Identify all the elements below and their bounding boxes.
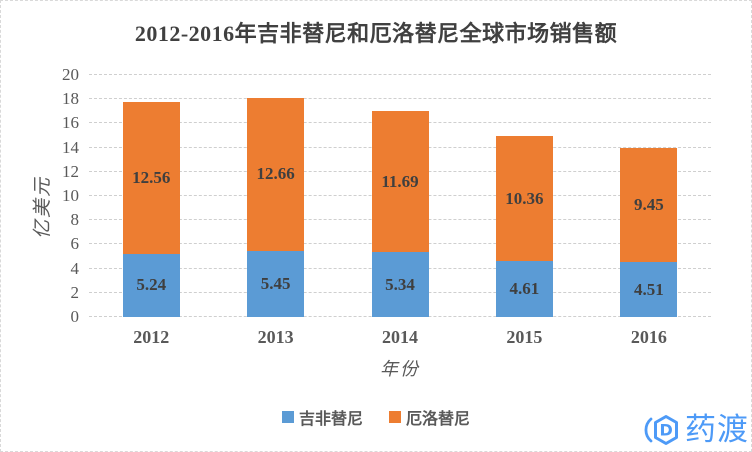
- data-label: 9.45: [633, 195, 664, 215]
- x-axis-title: 年份: [380, 359, 420, 379]
- bar-segment-吉非替尼: 4.61: [495, 261, 553, 317]
- bar-slot: 5.34 11.69: [338, 75, 462, 317]
- yaodu-d-icon: D: [643, 410, 685, 450]
- data-label: 5.24: [136, 275, 167, 295]
- x-axis-tick-labels: 2012 2013 2014 2015 2016: [89, 327, 711, 348]
- x-tick-label: 2013: [257, 327, 294, 347]
- x-tick-label: 2012: [133, 327, 170, 347]
- data-label: 12.66: [256, 164, 295, 184]
- stacked-bar-2013: 5.45 12.66: [247, 75, 305, 317]
- bar-series-container: 5.24 12.56 5.45 12.66 5.34 11.69 4.61 10.36 4.51…: [89, 75, 711, 317]
- legend: 吉非替尼 厄洛替尼: [1, 405, 751, 429]
- x-tick-label: 2016: [630, 327, 667, 347]
- x-tick-label: 2014: [382, 327, 419, 347]
- y-tick-label: 8: [70, 210, 80, 230]
- y-tick-label: 12: [62, 161, 79, 181]
- bar-segment-厄洛替尼: 11.69: [371, 110, 429, 253]
- bar-segment-厄洛替尼: 12.66: [247, 97, 305, 252]
- chart-title: 2012-2016年吉非替尼和厄洛替尼全球市场销售额: [134, 21, 618, 46]
- bar-segment-吉非替尼: 5.24: [122, 253, 180, 317]
- y-tick-label: 16: [62, 113, 79, 133]
- stacked-bar-2014: 5.34 11.69: [371, 75, 429, 317]
- data-label: 11.69: [381, 171, 419, 191]
- data-label: 5.45: [260, 274, 291, 294]
- y-tick-label: 20: [62, 65, 79, 84]
- legend-swatch-icon: [389, 411, 401, 423]
- legend-item-吉非替尼: 吉非替尼: [281, 405, 363, 429]
- plot-area: 5.24 12.56 5.45 12.66 5.34 11.69 4.61 10.36 4.51…: [89, 74, 711, 317]
- bar-slot: 4.51 9.45: [587, 75, 711, 317]
- data-label: 4.61: [509, 279, 540, 299]
- y-axis-tick-labels: 0 2 4 6 8 10 12 14 16 18 20: [1, 65, 80, 326]
- x-tick-label: 2015: [506, 327, 543, 347]
- y-tick-label: 2: [70, 282, 80, 302]
- yaodu-brand-text: 药渡: [685, 411, 749, 448]
- bar-segment-吉非替尼: 5.45: [247, 251, 305, 317]
- y-tick-label: 0: [70, 307, 80, 326]
- yaodu-logo: D 药渡: [643, 410, 749, 450]
- bar-segment-厄洛替尼: 10.36: [495, 135, 553, 262]
- bar-segment-吉非替尼: 4.51: [620, 262, 678, 317]
- bar-segment-厄洛替尼: 9.45: [620, 148, 678, 263]
- legend-label: 厄洛替尼: [406, 411, 471, 428]
- data-label: 10.36: [505, 188, 544, 208]
- bar-slot: 5.45 12.66: [213, 75, 337, 317]
- bar-segment-吉非替尼: 5.34: [371, 252, 429, 317]
- legend-item-厄洛替尼: 厄洛替尼: [389, 405, 470, 429]
- data-label: 12.56: [132, 167, 171, 187]
- y-tick-label: 6: [70, 234, 80, 254]
- y-tick-label: 10: [62, 186, 79, 205]
- bar-slot: 5.24 12.56: [89, 75, 213, 317]
- svg-text:D: D: [660, 421, 673, 440]
- bar-slot: 4.61 10.36: [462, 75, 586, 317]
- gridline: [89, 98, 711, 100]
- legend-label: 吉非替尼: [298, 411, 363, 428]
- legend-swatch-icon: [281, 411, 294, 423]
- y-tick-label: 18: [62, 89, 79, 109]
- stacked-bar-2016: 4.51 9.45: [620, 75, 678, 317]
- data-label: 4.51: [633, 279, 664, 299]
- bar-segment-厄洛替尼: 12.56: [122, 101, 180, 254]
- data-label: 5.34: [385, 274, 415, 294]
- stacked-bar-2012: 5.24 12.56: [122, 75, 180, 317]
- gridline: [89, 74, 711, 75]
- y-tick-label: 4: [70, 258, 80, 278]
- stacked-bar-2015: 4.61 10.36: [495, 75, 553, 317]
- y-tick-label: 14: [62, 137, 79, 157]
